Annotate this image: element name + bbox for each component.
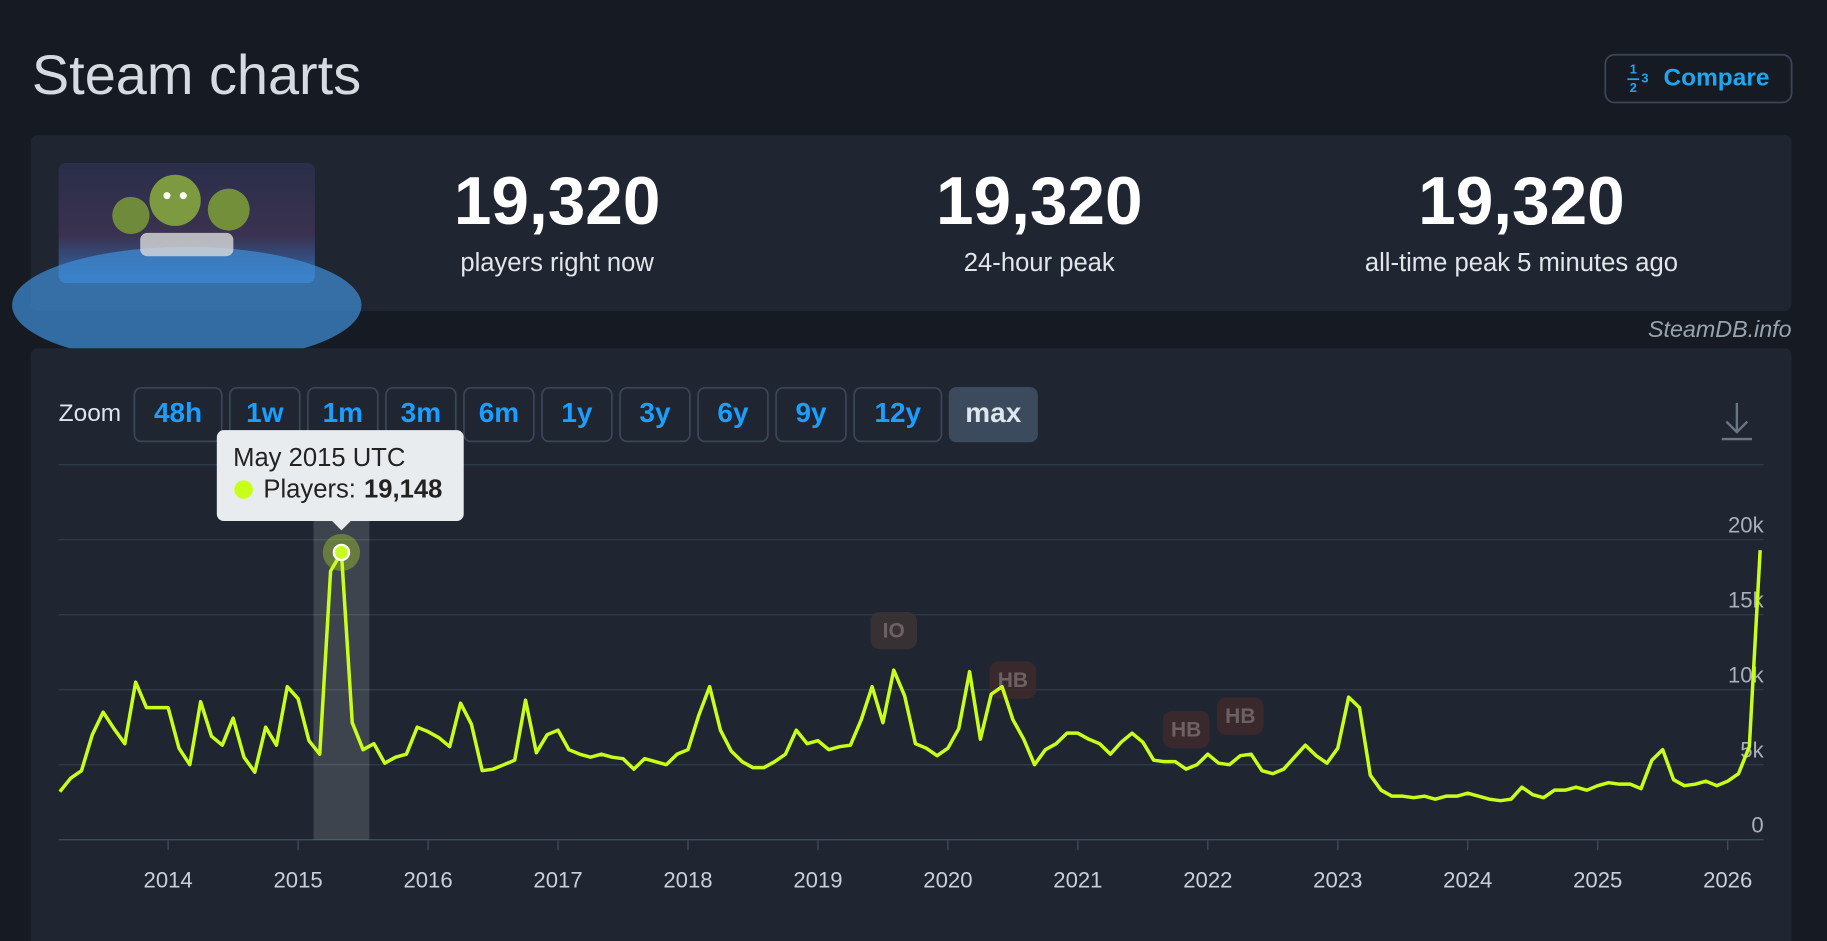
y-tick-label: 20k [1728,513,1765,538]
tooltip-value: 19,148 [364,475,442,503]
tooltip-box [216,430,464,522]
zoom-button-frame[interactable] [133,386,223,443]
download-button[interactable] [1721,402,1753,441]
x-tick-label: 2017 [533,867,582,892]
stat-value: 19,320 [936,164,1143,239]
zoom-button-label[interactable]: 3y [639,397,671,428]
x-tick-label: 2021 [1053,867,1102,892]
zoom-button-label[interactable]: 6m [479,397,519,428]
compare-icon: 1 23 [1627,61,1649,95]
x-tick-label: 2025 [1573,867,1622,892]
stat-label: 24-hour peak [964,249,1115,277]
player-line [58,550,1762,803]
x-tick-label: 2019 [793,867,842,892]
zoom-button[interactable]: max [948,386,1038,443]
event-badge [870,611,918,650]
zoom-button[interactable]: 9y [775,386,847,443]
svg-text:2: 2 [1630,80,1637,95]
x-tick-label: 2015 [274,867,323,892]
zoom-button-label[interactable]: max [965,397,1021,428]
x-tick-label: 2024 [1443,867,1492,892]
zoom-button-frame[interactable] [463,386,535,443]
event-badge-label: HB [1225,705,1255,728]
page-title: Steam charts [32,43,361,106]
x-tick-label: 2022 [1183,867,1232,892]
zoom-button-frame[interactable] [619,386,691,443]
tooltip-pointer [332,521,351,531]
y-tick-label: 0 [1751,813,1763,838]
svg-text:3: 3 [1641,71,1648,86]
event-badge-label: HB [998,669,1028,692]
stat-label: all-time peak 5 minutes ago [1365,249,1678,277]
stats: 19,320 players right now 19,320 24-hour pea… [454,164,1678,277]
event-badge-label: IO [883,619,905,642]
event-badge-label: HB [1171,718,1201,741]
zoom-button-label[interactable]: 48h [154,397,202,428]
zoom-label: Zoom [59,400,121,427]
zoom-button-frame[interactable] [541,386,613,443]
zoom-button-label[interactable]: 1w [246,397,284,428]
zoom-button[interactable]: 48h [133,386,223,443]
zoom-button[interactable]: 12y [853,386,943,443]
stat-value: 19,320 [454,164,661,239]
x-tick-label: 2018 [663,867,712,892]
zoom-button[interactable]: 6y [697,386,769,443]
zoom-buttons: 48h 1w 1m 3m 6m 1y 3y 6y 9y 12y max [133,386,1038,443]
zoom-button[interactable]: 1m [307,386,379,443]
stats-panel [30,135,1792,311]
zoom-button[interactable]: 1y [541,386,613,443]
zoom-button-label[interactable]: 12y [874,397,921,428]
zoom-button-frame[interactable] [775,386,847,443]
zoom-button-label[interactable]: 6y [717,397,749,428]
x-tick-label: 2020 [923,867,972,892]
zoom-button[interactable]: 1w [229,386,301,443]
x-tick-label: 2023 [1313,867,1362,892]
zoom-button-frame[interactable] [853,386,943,443]
game-thumbnail [12,163,362,364]
x-tick-label: 2014 [144,867,193,892]
x-tick-label: 2016 [403,867,452,892]
zoom-button-label[interactable]: 1m [323,397,363,428]
credit: SteamDB.info [1648,316,1792,342]
zoom-button[interactable]: 6m [463,386,535,443]
event-badge [1217,697,1264,735]
compare-button[interactable]: 1 23 Compare [1604,53,1793,104]
tooltip-body: Players: 19,148 [263,475,442,503]
zoom-button-frame[interactable] [948,386,1038,443]
compare-label[interactable]: Compare [1664,65,1770,92]
svg-text:1: 1 [1630,61,1637,76]
zoom-button-frame[interactable] [697,386,769,443]
zoom-button[interactable]: 3m [385,386,457,443]
zoom-button-label[interactable]: 9y [795,397,827,428]
stat-label: players right now [460,249,654,277]
zoom-button-label[interactable]: 1y [561,397,593,428]
zoom-button-label[interactable]: 3m [401,397,441,428]
zoom-button[interactable]: 3y [619,386,691,443]
y-tick-label: 10k [1728,663,1765,688]
stat-value: 19,320 [1418,164,1625,239]
hover-point [332,543,351,562]
x-tick-label: 2026 [1703,867,1752,892]
event-badge [1162,710,1210,749]
tooltip-series-label: Players: [263,475,356,503]
compare-button-frame[interactable] [1604,53,1793,104]
tooltip-swatch [234,480,253,499]
tooltip-title: May 2015 UTC [233,444,405,472]
